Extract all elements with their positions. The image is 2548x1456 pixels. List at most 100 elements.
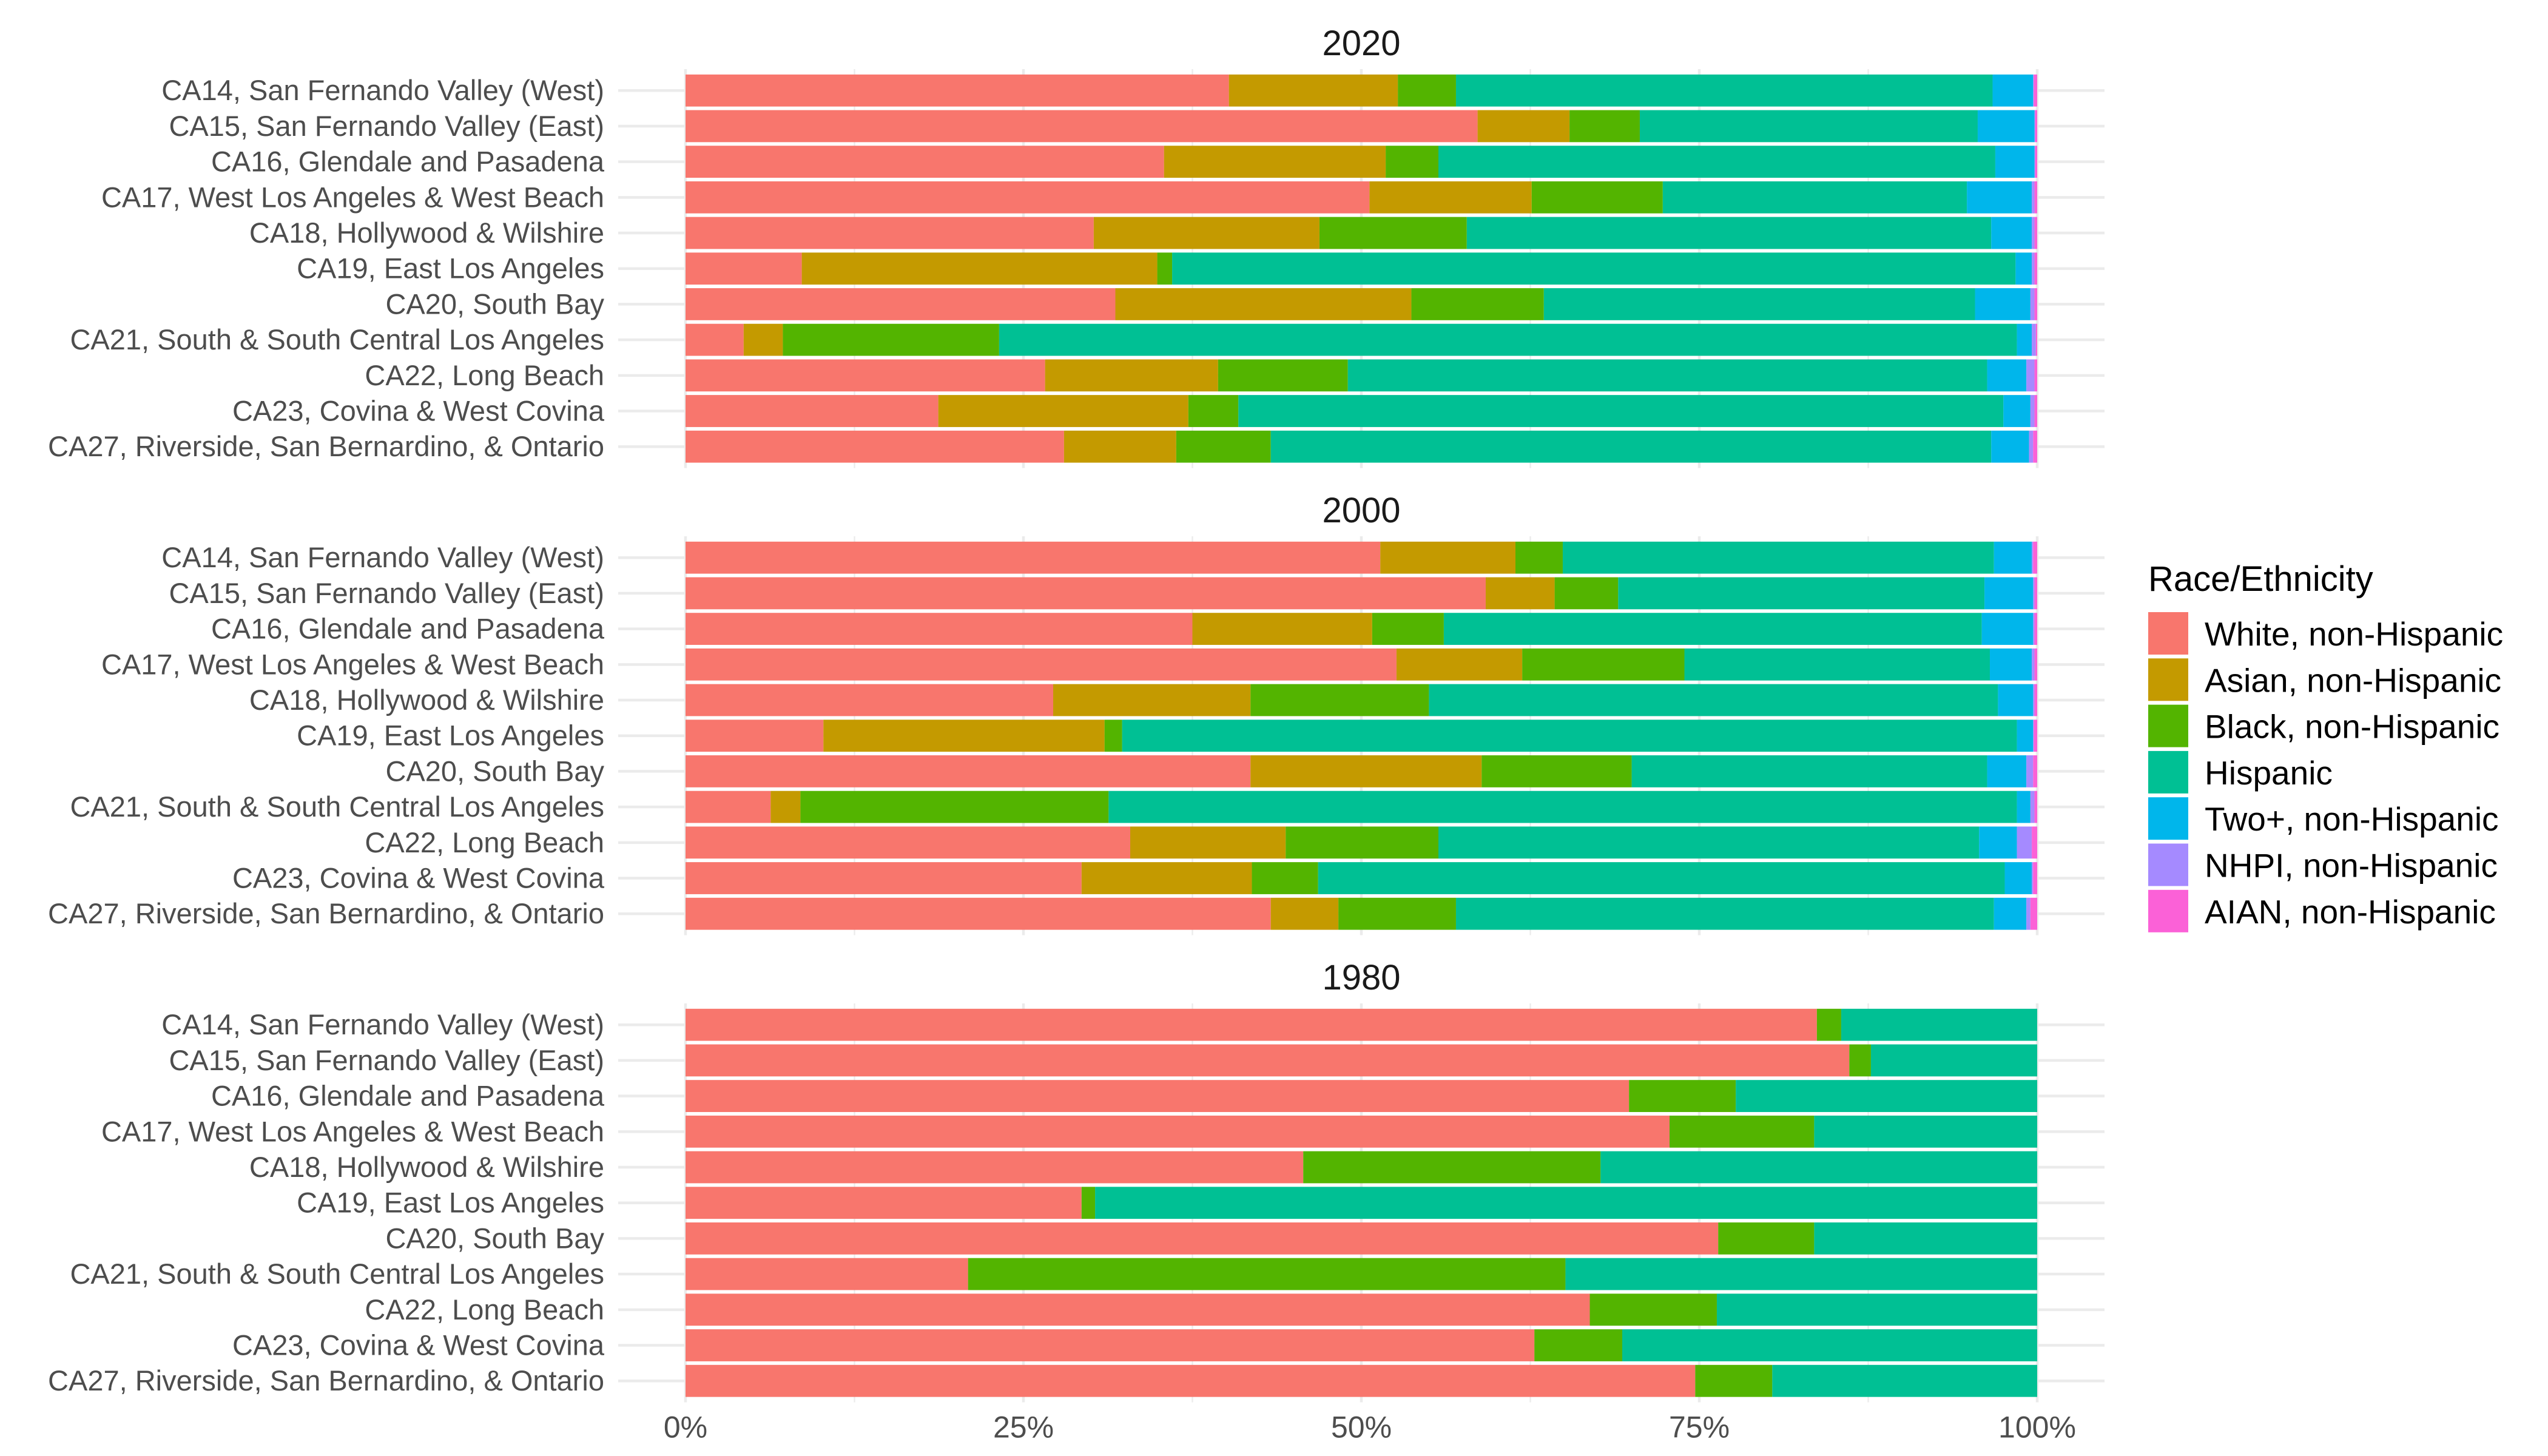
bar-segment-hispanic	[1443, 613, 1982, 645]
bar-ca18	[686, 1151, 2037, 1184]
bar-segment-white-non-hispanic	[686, 541, 1381, 574]
legend: Race/Ethnicity White, non-Hispanic Asian,…	[2148, 559, 2503, 932]
bar-segment-aian-non-hispanic	[2034, 613, 2037, 645]
bar-segment-white-non-hispanic	[686, 430, 1064, 463]
bar-segment-two-non-hispanic	[1998, 684, 2034, 716]
bar-segment-white-non-hispanic	[686, 1151, 1304, 1184]
bar-segment-asian-non-hispanic	[1380, 541, 1515, 574]
y-tick-label: CA21, South & South Central Los Angeles	[70, 790, 604, 823]
bar-segment-white-non-hispanic	[686, 217, 1094, 249]
bar-segment-black-non-hispanic	[1176, 430, 1271, 463]
legend-item-white-non-hispanic: White, non-Hispanic	[2148, 612, 2503, 655]
y-tick-label: CA16, Glendale and Pasadena	[211, 613, 605, 645]
bar-segment-aian-non-hispanic	[2033, 541, 2037, 574]
bar-segment-two-non-hispanic	[1975, 288, 2031, 320]
bar-segment-black-non-hispanic	[1218, 359, 1348, 392]
bar-segment-hispanic	[1238, 395, 2004, 427]
bar-segment-nhpi-non-hispanic	[2032, 252, 2035, 285]
bar-segment-black-non-hispanic	[1398, 74, 1456, 107]
bar-segment-black-non-hispanic	[783, 323, 999, 356]
bar-ca20	[686, 755, 2037, 787]
legend-swatch	[2148, 797, 2188, 840]
bar-segment-nhpi-non-hispanic	[2026, 897, 2031, 930]
bar-segment-white-non-hispanic	[686, 395, 939, 427]
bar-segment-asian-non-hispanic	[1053, 684, 1251, 716]
legend-title: Race/Ethnicity	[2148, 559, 2373, 599]
bar-segment-hispanic	[1122, 720, 2017, 752]
panel-2000: 2000 CA14, San Fernando Valley (West) CA15…	[48, 491, 2105, 935]
bar-segment-black-non-hispanic	[1252, 862, 1318, 894]
y-tick-label: CA21, South & South Central Los Angeles	[70, 323, 604, 356]
y-tick-label: CA18, Hollywood & Wilshire	[249, 1151, 604, 1183]
legend-item-black-non-hispanic: Black, non-Hispanic	[2148, 704, 2499, 747]
legend-swatch	[2148, 704, 2188, 747]
y-tick-label: CA20, South Bay	[385, 755, 604, 787]
bar-segment-nhpi-non-hispanic	[2026, 359, 2035, 392]
bar-ca14	[686, 541, 2037, 574]
bar-segment-black-non-hispanic	[1372, 613, 1444, 645]
x-tick-label: 100%	[1998, 1410, 2076, 1444]
bar-segment-asian-non-hispanic	[743, 323, 783, 356]
bar-ca21	[686, 323, 2037, 356]
bar-segment-white-non-hispanic	[686, 359, 1045, 392]
bar-segment-two-non-hispanic	[2015, 252, 2032, 285]
bar-segment-aian-non-hispanic	[2034, 359, 2037, 392]
bar-segment-white-non-hispanic	[686, 1258, 968, 1290]
bar-segment-nhpi-non-hispanic	[2017, 826, 2032, 859]
y-axis-labels: CA14, San Fernando Valley (West) CA15, Sa…	[48, 74, 605, 462]
bar-segment-white-non-hispanic	[686, 897, 1271, 930]
bar-ca21	[686, 790, 2037, 823]
y-tick-label: CA22, Long Beach	[365, 826, 604, 858]
bar-ca15	[686, 577, 2037, 610]
bar-segment-white-non-hispanic	[686, 613, 1193, 645]
bar-segment-two-non-hispanic	[2017, 720, 2034, 752]
y-tick-label: CA23, Covina & West Covina	[232, 395, 605, 427]
bar-segment-white-non-hispanic	[686, 323, 744, 356]
bar-segment-aian-non-hispanic	[2034, 74, 2037, 107]
bar-ca17	[686, 181, 2037, 214]
bar-segment-black-non-hispanic	[1188, 395, 1239, 427]
bar-ca21	[686, 1258, 2037, 1290]
bar-segment-two-non-hispanic	[1990, 648, 2032, 681]
bar-segment-aian-non-hispanic	[2034, 395, 2037, 427]
bar-segment-hispanic	[1814, 1115, 2037, 1148]
bar-segment-aian-non-hispanic	[2034, 790, 2037, 823]
bar-segment-black-non-hispanic	[1718, 1222, 1815, 1255]
bar-segment-aian-non-hispanic	[2035, 146, 2037, 178]
legend-label: Black, non-Hispanic	[2205, 708, 2499, 746]
y-tick-label: CA14, San Fernando Valley (West)	[161, 1008, 604, 1040]
bar-segment-two-non-hispanic	[1977, 110, 2035, 143]
y-tick-label: CA19, East Los Angeles	[297, 1187, 604, 1219]
bar-ca23	[686, 395, 2037, 427]
bar-segment-black-non-hispanic	[1481, 755, 1632, 787]
bar-segment-two-non-hispanic	[1984, 577, 2034, 610]
bar-segment-nhpi-non-hispanic	[2030, 790, 2035, 823]
legend-swatch	[2148, 889, 2188, 932]
bar-ca27	[686, 430, 2037, 463]
bar-segment-white-non-hispanic	[686, 146, 1164, 178]
facet-panels: 2020 CA14, San Fernando Valley (West) CA15…	[48, 24, 2105, 1403]
bar-segment-hispanic	[1565, 1258, 2037, 1290]
bars	[686, 74, 2037, 463]
bar-segment-two-non-hispanic	[1979, 826, 2017, 859]
bar-segment-hispanic	[1108, 790, 2017, 823]
panel-title: 1980	[1322, 958, 1400, 997]
legend-swatch	[2148, 658, 2188, 701]
bar-ca27	[686, 1364, 2037, 1397]
bar-segment-aian-non-hispanic	[2033, 430, 2037, 463]
bar-segment-hispanic	[1639, 110, 1978, 143]
bar-ca23	[686, 862, 2037, 894]
y-tick-label: CA19, East Los Angeles	[297, 252, 604, 285]
bar-segment-white-non-hispanic	[686, 648, 1397, 681]
bar-segment-hispanic	[1455, 74, 1993, 107]
bar-segment-black-non-hispanic	[1286, 826, 1438, 859]
bar-segment-two-non-hispanic	[1994, 541, 2032, 574]
bar-segment-hispanic	[999, 323, 2017, 356]
bar-segment-black-non-hispanic	[1386, 146, 1438, 178]
bar-ca14	[686, 1008, 2037, 1041]
bar-segment-aian-non-hispanic	[2035, 323, 2037, 356]
bar-segment-black-non-hispanic	[1669, 1115, 1815, 1148]
y-tick-label: CA17, West Los Angeles & West Beach	[101, 181, 604, 213]
y-tick-label: CA21, South & South Central Los Angeles	[70, 1258, 604, 1290]
bar-segment-aian-non-hispanic	[2033, 755, 2037, 787]
